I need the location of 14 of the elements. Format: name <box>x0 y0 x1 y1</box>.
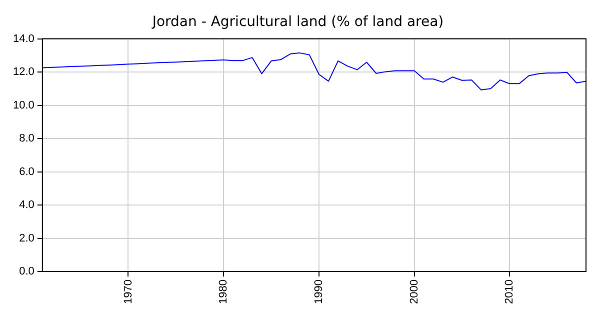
x-tick-label: 1970 <box>122 280 134 304</box>
y-tick-label: 14.0 <box>12 32 34 45</box>
x-tick-label: 2000 <box>408 280 420 304</box>
chart-title: Jordan - Agricultural land (% of land area) <box>151 14 444 30</box>
y-tick-label: 12.0 <box>12 66 34 78</box>
y-tick-label: 10.0 <box>12 99 34 112</box>
y-tick-label: 2.0 <box>19 232 34 244</box>
y-tick-label: 8.0 <box>19 132 34 145</box>
x-tick-label: 2010 <box>504 280 516 304</box>
x-tick-label: 1990 <box>313 280 326 304</box>
x-tick-label: 1980 <box>218 280 230 304</box>
y-tick-label: 6.0 <box>19 166 34 178</box>
y-tick-label: 4.0 <box>19 199 34 212</box>
y-tick-label: 0.0 <box>19 266 34 278</box>
